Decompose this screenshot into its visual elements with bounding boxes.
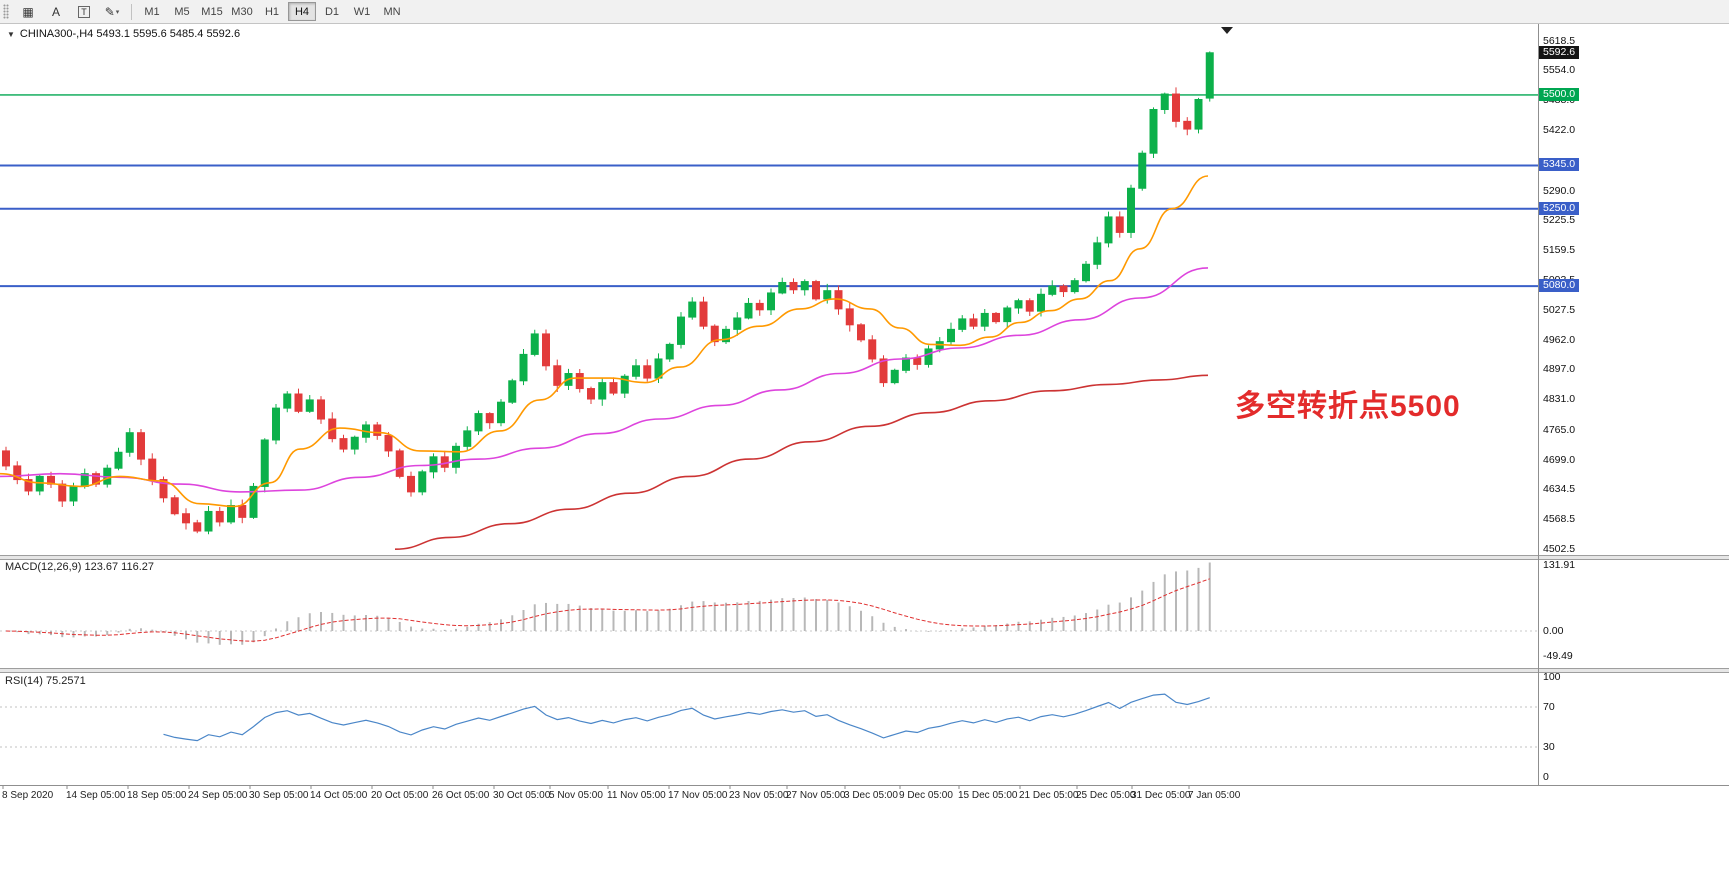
timeframe-m15[interactable]: M15 [201, 5, 223, 18]
time-label: 3 Dec 05:00 [844, 790, 898, 801]
time-label: 14 Oct 05:00 [310, 790, 368, 801]
text-label-tool[interactable]: T [71, 2, 97, 22]
time-label: 27 Nov 05:00 [786, 790, 846, 801]
time-label: 5 Nov 05:00 [549, 790, 603, 801]
cursor-tool[interactable]: A [51, 4, 60, 19]
time-label: 31 Dec 05:00 [1131, 790, 1191, 801]
time-label: 26 Oct 05:00 [432, 790, 490, 801]
time-label: 17 Nov 05:00 [668, 790, 728, 801]
timeframe-h4[interactable]: H4 [288, 2, 316, 21]
timeframe-w1[interactable]: W1 [353, 5, 371, 18]
toolbar: ▦ A T ✎ ▾ M1 M5 M15 M30 H1 H4 D1 W1 MN [0, 0, 1729, 24]
timeframe-group: M1 M5 M15 M30 H1 H4 D1 W1 MN [137, 2, 407, 21]
time-label: 24 Sep 05:00 [188, 790, 248, 801]
toolbar-separator [131, 3, 132, 20]
time-label: 14 Sep 05:00 [66, 790, 126, 801]
time-label: 7 Jan 05:00 [1188, 790, 1241, 801]
time-label: 21 Dec 05:00 [1019, 790, 1079, 801]
rsi-panel-separator[interactable] [0, 668, 1729, 673]
macd-panel-separator[interactable] [0, 555, 1729, 560]
time-axis-separator [0, 785, 1729, 786]
time-label: 11 Nov 05:00 [607, 790, 666, 801]
timeframe-m30[interactable]: M30 [231, 5, 253, 18]
time-label: 18 Sep 05:00 [127, 790, 187, 801]
chart-tools-group: ▦ A T ✎ ▾ [14, 2, 126, 22]
time-label: 8 Sep 2020 [2, 790, 54, 801]
chart-grid-tool[interactable]: ▦ [22, 4, 34, 19]
timeframe-h1[interactable]: H1 [264, 5, 280, 18]
draw-tool[interactable]: ✎ ▾ [104, 4, 120, 19]
time-label: 9 Dec 05:00 [899, 790, 953, 801]
timeframe-d1[interactable]: D1 [324, 5, 340, 18]
time-label: 20 Oct 05:00 [371, 790, 429, 801]
timeframe-m5[interactable]: M5 [174, 5, 190, 18]
price-axis-separator [1538, 24, 1539, 786]
time-label: 23 Nov 05:00 [729, 790, 789, 801]
time-label: 25 Dec 05:00 [1076, 790, 1136, 801]
timeframe-mn[interactable]: MN [383, 5, 401, 18]
timeframe-m1[interactable]: M1 [144, 5, 160, 18]
time-label: 15 Dec 05:00 [958, 790, 1018, 801]
toolbar-grip[interactable] [3, 4, 9, 19]
time-label: 30 Sep 05:00 [249, 790, 309, 801]
time-label: 30 Oct 05:00 [493, 790, 551, 801]
